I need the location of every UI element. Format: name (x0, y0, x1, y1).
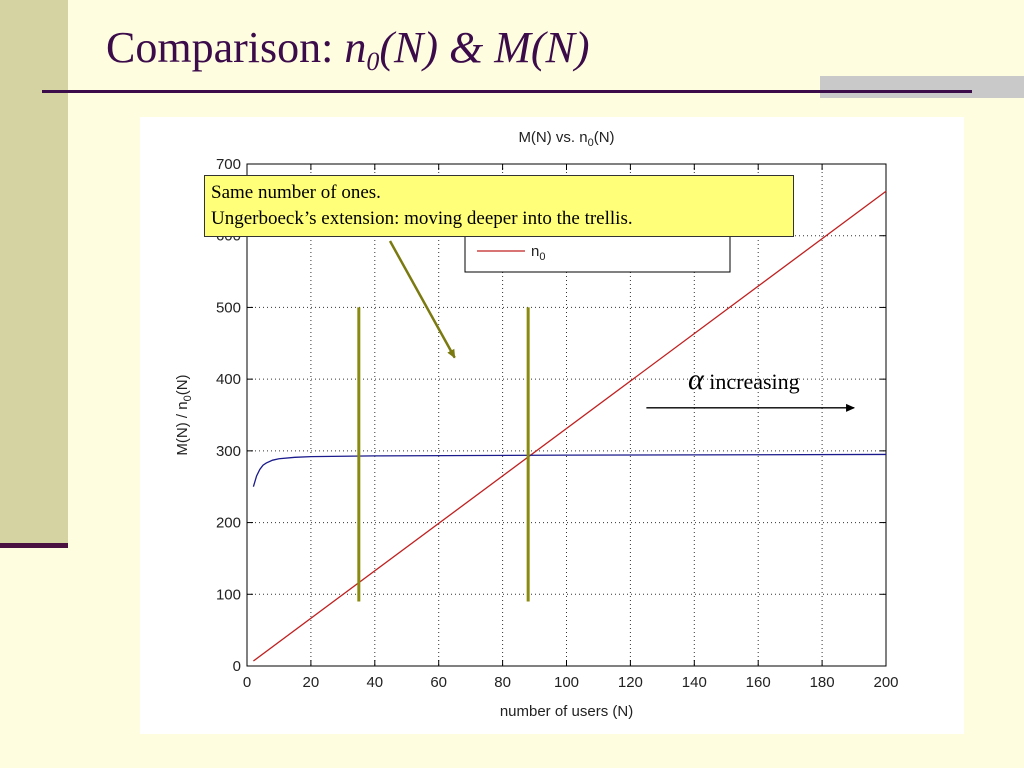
x-tick-label: 200 (873, 674, 898, 691)
title-accent-block (820, 76, 1024, 98)
y-tick-label: 0 (233, 658, 241, 675)
title-n: n (344, 23, 367, 72)
x-tick-label: 20 (303, 674, 320, 691)
x-tick-label: 100 (554, 674, 579, 691)
x-tick-label: 140 (682, 674, 707, 691)
y-tick-label: 400 (216, 371, 241, 388)
alpha-text: increasing (703, 369, 800, 394)
left-decor-bar (0, 0, 68, 545)
legend-label-n0: n0 (531, 243, 545, 263)
callout-arrow (388, 240, 456, 359)
y-tick-label: 500 (216, 299, 241, 316)
y-tick-label: 200 (216, 515, 241, 532)
x-tick-label: 180 (810, 674, 835, 691)
callout-box: Same number of ones. Ungerboeck’s extens… (204, 175, 794, 237)
x-tick-label: 80 (494, 674, 511, 691)
x-tick-label: 60 (430, 674, 447, 691)
slide-title: Comparison: n0(N) & M(N) (106, 22, 590, 77)
alpha-symbol: α (688, 363, 704, 396)
series-line-n0 (252, 453, 887, 487)
callout-line-2: Ungerboeck’s extension: moving deeper in… (211, 208, 633, 229)
title-divider (42, 90, 972, 93)
y-axis-label: M(N) / n0(N) (174, 374, 194, 455)
x-tick-label: 40 (366, 674, 383, 691)
x-tick-label: 120 (618, 674, 643, 691)
y-tick-label: 700 (216, 156, 241, 173)
title-main: Comparison: (106, 23, 345, 72)
y-tick-label: 100 (216, 586, 241, 603)
y-tick-label: 300 (216, 443, 241, 460)
title-subscript: 0 (366, 47, 380, 76)
title-rest: (N) & M(N) (379, 23, 590, 72)
x-tick-label: 160 (746, 674, 771, 691)
chart-title: M(N) vs. n0(N) (518, 129, 614, 149)
callout-line-1: Same number of ones. (211, 182, 381, 203)
alpha-increasing-label: α increasing (688, 363, 800, 397)
x-axis-label: number of users (N) (500, 703, 633, 720)
chart: 0 20 40 60 80 100 120 140 160 180 200 0 100 200 300 400… (174, 129, 899, 720)
left-decor-rule (0, 543, 68, 548)
x-tick-label: 0 (243, 674, 251, 691)
